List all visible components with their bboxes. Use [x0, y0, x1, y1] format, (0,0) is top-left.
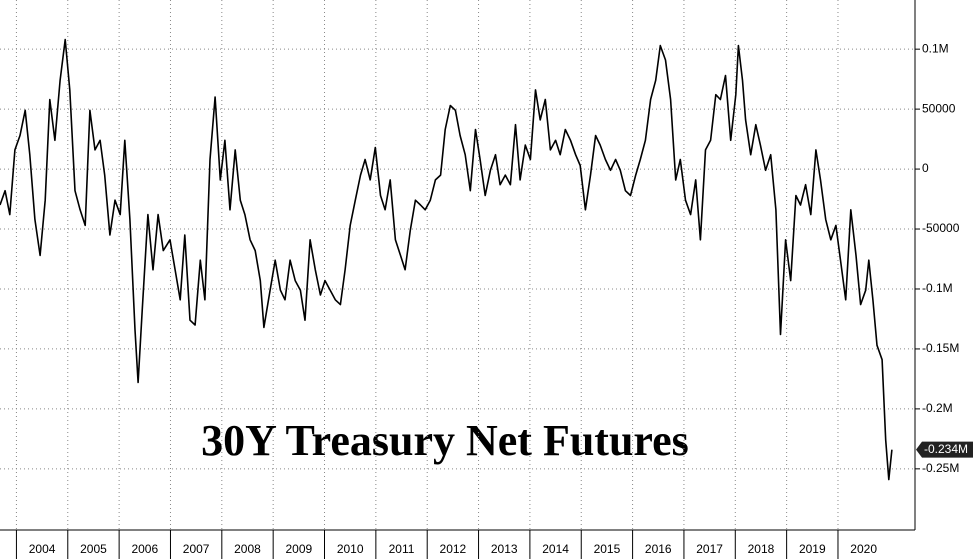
x-tick-label: 2017 [696, 542, 723, 556]
x-tick-label: 2006 [131, 542, 158, 556]
x-tick-label: 2004 [29, 542, 56, 556]
x-tick-label: 2005 [80, 542, 107, 556]
y-tick-label: -50000 [922, 221, 960, 235]
chart-title: 30Y Treasury Net Futures [201, 416, 689, 465]
value-tag-label: -0.234M [924, 442, 968, 456]
x-tick-label: 2014 [542, 542, 569, 556]
x-tick-label: 2010 [337, 542, 364, 556]
y-tick-label: 0.1M [922, 41, 949, 55]
x-tick-label: 2018 [748, 542, 775, 556]
x-tick-label: 2019 [799, 542, 826, 556]
y-tick-label: -0.15M [922, 341, 959, 355]
x-tick-label: 2009 [285, 542, 312, 556]
x-tick-label: 2015 [594, 542, 621, 556]
value-tag [916, 441, 973, 458]
x-tick-label: 2013 [491, 542, 518, 556]
x-tick-label: 2020 [850, 542, 877, 556]
data-line [0, 38, 893, 481]
y-tick-label: -0.1M [922, 281, 953, 295]
y-tick-label: 0 [922, 161, 929, 175]
y-tick-label: 50000 [922, 101, 956, 115]
x-tick-label: 2016 [645, 542, 672, 556]
x-tick-label: 2012 [440, 542, 467, 556]
y-tick-label: -0.25M [922, 461, 959, 475]
x-tick-label: 2007 [183, 542, 210, 556]
y-tick-label: -0.2M [922, 401, 953, 415]
x-tick-label: 2008 [234, 542, 261, 556]
x-tick-label: 2011 [389, 542, 415, 556]
